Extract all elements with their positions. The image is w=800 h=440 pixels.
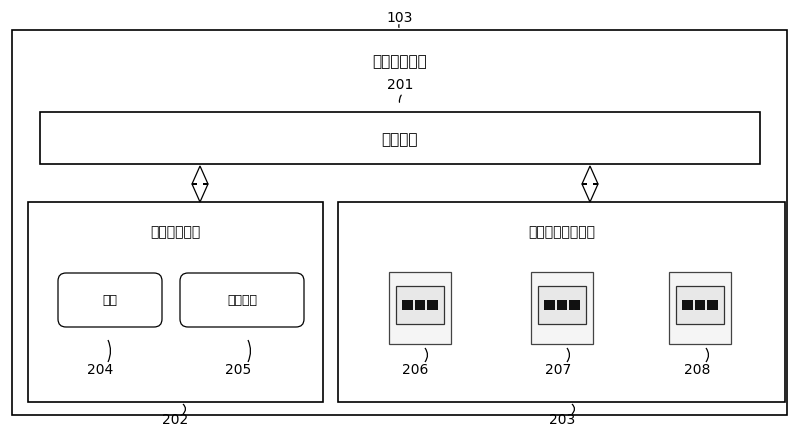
Bar [707,300,718,310]
FancyBboxPatch shape [58,273,162,327]
Text: 内置存储设备: 内置存储设备 [150,225,200,239]
Text: 硬盘: 硬盘 [102,293,118,307]
Bar [676,286,724,324]
Text: 数据存储单元: 数据存储单元 [373,55,427,70]
Bar [669,272,731,344]
Polygon shape [192,166,208,202]
Bar [544,300,554,310]
Text: 内置闪存: 内置闪存 [227,293,257,307]
Text: 数据总线: 数据总线 [382,132,418,147]
Text: 208: 208 [684,363,710,377]
Text: 206: 206 [402,363,428,377]
Text: 103: 103 [387,11,413,25]
Bar [531,272,593,344]
FancyBboxPatch shape [180,273,304,327]
Bar [682,300,693,310]
Bar [414,300,426,310]
Text: 205: 205 [225,363,251,377]
Text: 204: 204 [87,363,113,377]
Bar [12,30,787,415]
Text: 207: 207 [545,363,571,377]
Bar [338,202,785,402]
Bar [557,300,567,310]
Bar [538,286,586,324]
Bar [694,300,706,310]
Bar [396,286,444,324]
Text: 202: 202 [162,413,188,427]
Bar [402,300,413,310]
Bar [40,112,760,164]
Text: 外部存储设备接口: 外部存储设备接口 [529,225,595,239]
Bar [389,272,451,344]
Bar [570,300,580,310]
Bar [28,202,323,402]
Bar [427,300,438,310]
Polygon shape [582,166,598,202]
Text: 203: 203 [549,413,575,427]
Text: 201: 201 [387,78,413,92]
